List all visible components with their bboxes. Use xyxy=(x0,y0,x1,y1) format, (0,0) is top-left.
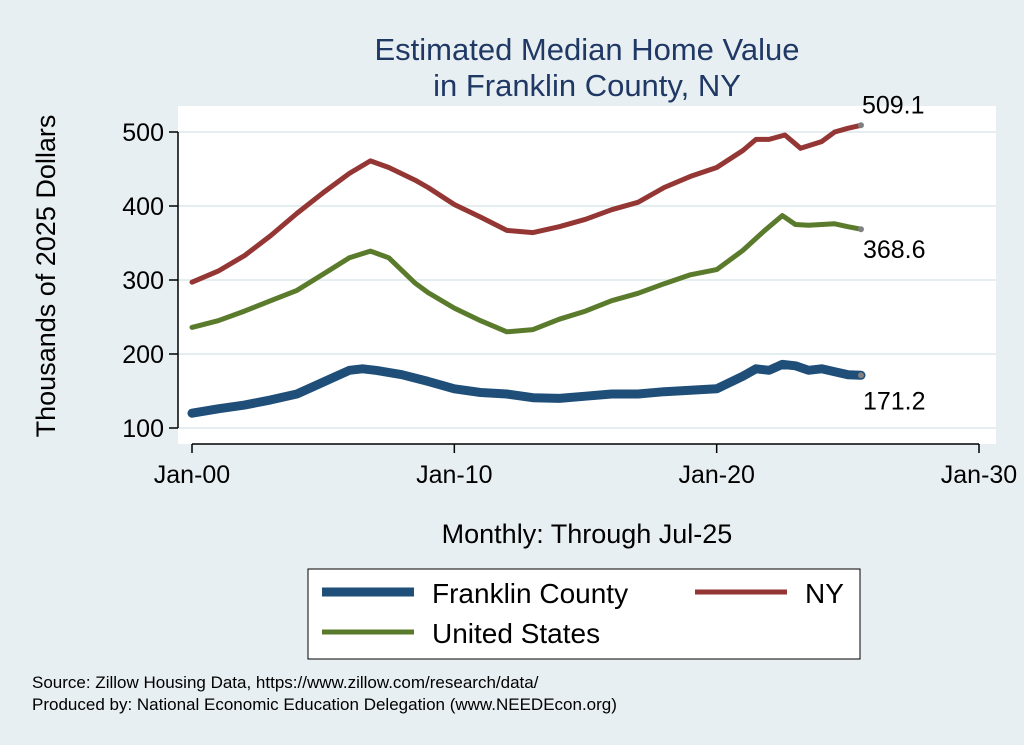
x-tick-label: Jan-00 xyxy=(154,461,230,489)
chart-title-line-2: in Franklin County, NY xyxy=(433,68,741,103)
legend-label-franklin-county: Franklin County xyxy=(432,578,628,609)
axes: 100 200 300 400 500 Jan-00 Jan-10 Jan-20 Jan-30 xyxy=(122,119,1017,489)
end-label-franklin-county: 171.2 xyxy=(863,387,926,415)
series-line-ny xyxy=(189,122,864,285)
x-tick-label: Jan-10 xyxy=(416,461,492,489)
y-tick-label: 400 xyxy=(122,193,164,221)
series-endpoint-united-states xyxy=(857,226,864,233)
y-tick-label: 100 xyxy=(122,415,164,443)
series-line-united-states xyxy=(189,213,864,335)
y-axis-label: Thousands of 2025 Dollars xyxy=(31,115,61,438)
series-lines xyxy=(187,122,866,418)
legend-box xyxy=(307,568,861,660)
legend-label-ny: NY xyxy=(805,578,844,609)
end-label-united-states: 368.6 xyxy=(863,236,926,264)
series-endpoint-ny xyxy=(857,122,864,129)
end-label-ny: 509.1 xyxy=(862,91,925,119)
y-tick-label: 300 xyxy=(122,267,164,295)
x-tick-label: Jan-20 xyxy=(678,461,754,489)
producer-note: Produced by: National Economic Education… xyxy=(32,695,617,714)
y-tick-label: 200 xyxy=(122,341,164,369)
legend: Franklin County NY United States xyxy=(307,568,861,660)
y-tick-label: 500 xyxy=(122,119,164,147)
source-note: Source: Zillow Housing Data, https://www… xyxy=(32,673,539,692)
x-tick-label: Jan-30 xyxy=(941,461,1017,489)
series-line-franklin-county xyxy=(187,359,866,418)
series-endpoint-franklin-county xyxy=(857,372,864,379)
chart-title-line-1: Estimated Median Home Value xyxy=(374,32,799,67)
x-axis-label: Monthly: Through Jul-25 xyxy=(442,519,733,549)
legend-label-united-states: United States xyxy=(432,618,600,649)
end-labels: 171.2 509.1 368.6 xyxy=(862,91,926,415)
